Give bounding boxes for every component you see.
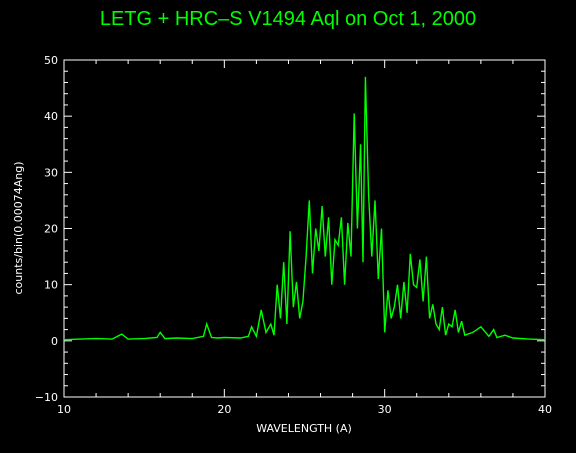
y-axis-label: counts/bin(0.00074Ang) xyxy=(12,161,25,294)
y-tick-label: 0 xyxy=(51,335,58,348)
x-tick-label: 40 xyxy=(538,403,552,416)
y-tick-label: −10 xyxy=(35,391,58,404)
y-tick-label: 50 xyxy=(44,54,58,67)
y-tick-label: 30 xyxy=(44,166,58,179)
y-tick-label: 20 xyxy=(44,223,58,236)
y-tick-label: 40 xyxy=(44,110,58,123)
axis-tick-labels: 10 20 30 40 −10 0 10 20 30 40 50 xyxy=(35,54,552,416)
x-tick-label: 20 xyxy=(217,403,231,416)
x-tick-label: 30 xyxy=(378,403,392,416)
x-axis-label: WAVELENGTH (A) xyxy=(256,422,352,435)
x-tick-label: 10 xyxy=(57,403,71,416)
series-line xyxy=(63,76,546,341)
plot-frame xyxy=(63,59,546,398)
y-tick-label: 10 xyxy=(44,279,58,292)
chart-title: LETG + HRC–S V1494 Aql on Oct 1, 2000 xyxy=(99,8,477,30)
axis-ticks xyxy=(63,59,546,398)
